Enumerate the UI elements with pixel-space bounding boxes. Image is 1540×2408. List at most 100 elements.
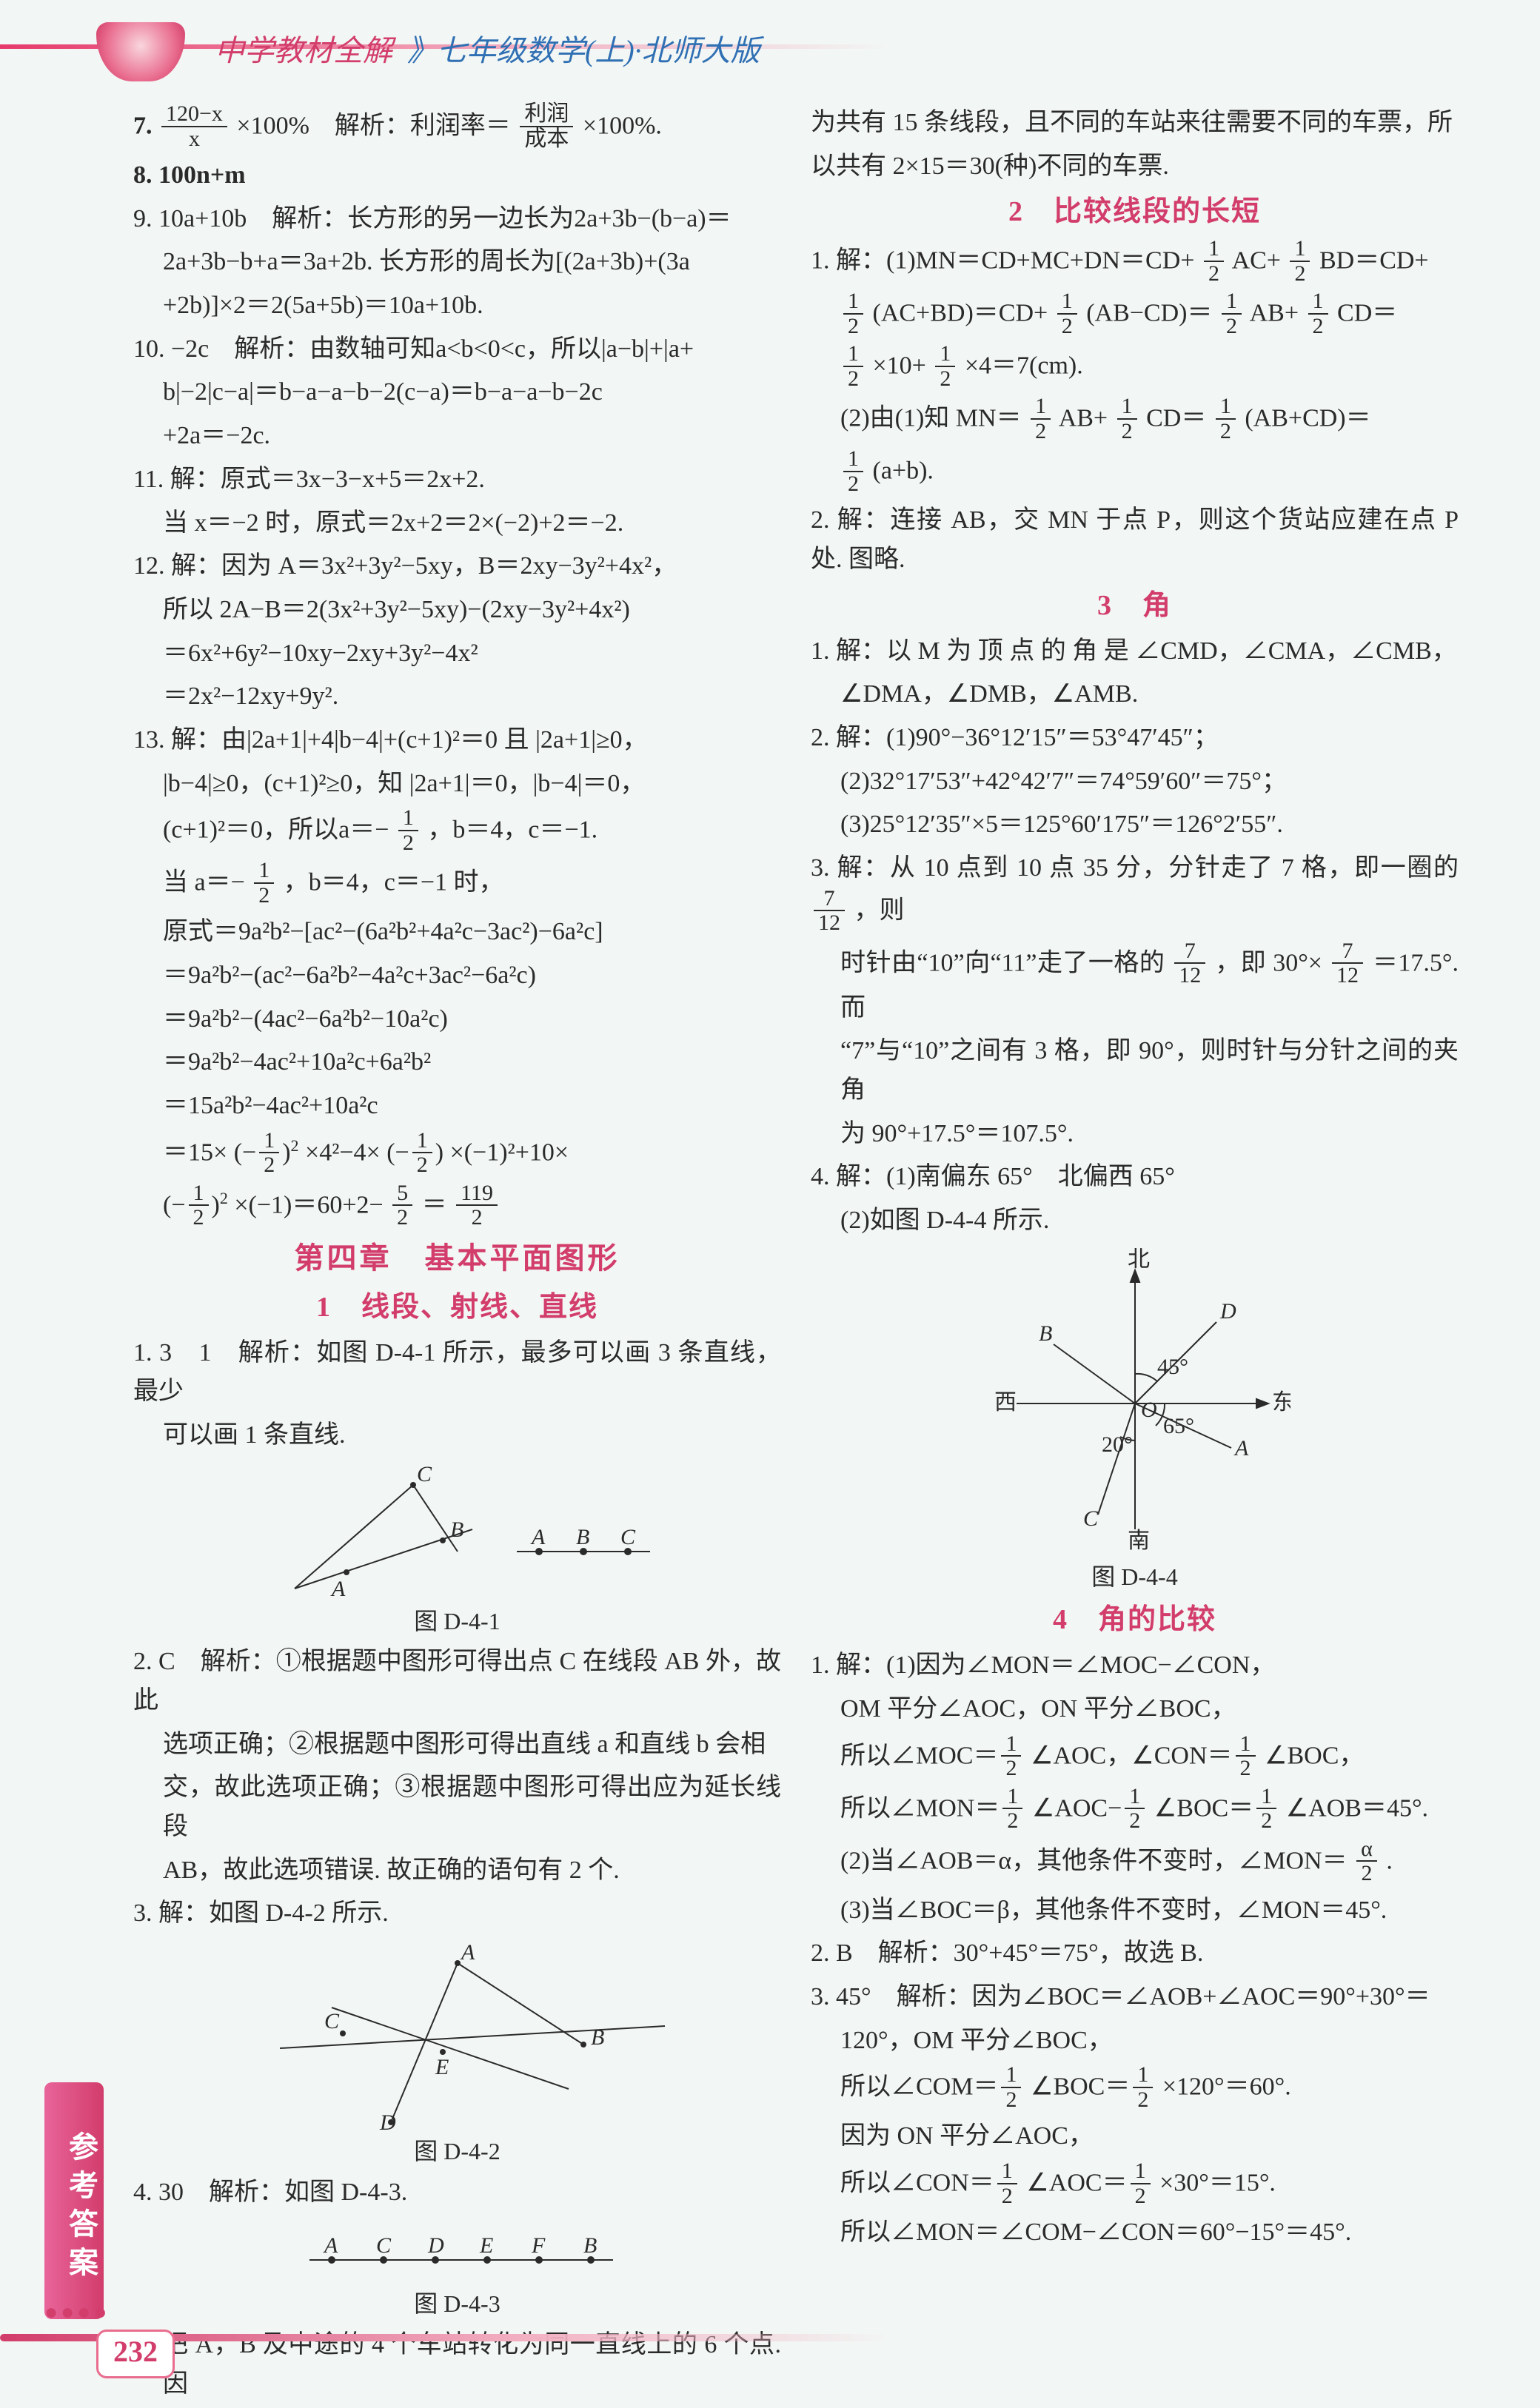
side-tab: 参考答案: [44, 2082, 104, 2319]
svg-text:C: C: [324, 2009, 340, 2033]
r4-3a: 3. 45° 解析：因为∠BOC＝∠AOB+∠AOC＝90°+30°＝: [811, 1978, 1459, 2017]
r3-3a: 3. 解：从 10 点到 10 点 35 分，分针走了 7 格，即一圈的 712…: [811, 849, 1459, 936]
svg-text:北: 北: [1128, 1248, 1150, 1272]
svg-text:B: B: [583, 2233, 597, 2258]
figure-d43-caption: 图 D-4-3: [133, 2286, 781, 2323]
q13a: 13. 解：由|2a+1|+4|b−4|+(c+1)²＝0 且 |2a+1|≥0…: [133, 721, 781, 760]
svg-text:A: A: [323, 2233, 338, 2258]
section-1-heading: 1 线段、射线、直线: [133, 1286, 781, 1329]
r4-2: 2. B 解析：30°+45°＝75°，故选 B.: [811, 1934, 1459, 1973]
svg-text:D: D: [1219, 1299, 1236, 1324]
q12c: ＝6x²+6y²−10xy−2xy+3y²−4x²: [133, 634, 781, 674]
r3-3b: 时针由“10”向“11”走了一格的 712 ，即 30°× 712 ＝17.5°…: [811, 941, 1459, 1028]
svg-text:C: C: [620, 1525, 636, 1549]
q7-frac2: 利润成本: [520, 102, 573, 150]
q13k: (−12)2 ×(−1)＝60+2− 52 ＝ 1192: [133, 1183, 781, 1231]
header-title: 中学教材全解 》七年级数学(上)·北师大版: [215, 28, 760, 74]
q12d: ＝2x²−12xy+9y².: [133, 677, 781, 717]
figure-d41-svg: ABC ABC: [250, 1463, 665, 1603]
figure-d42-svg: AB CD E: [221, 1941, 694, 2133]
q9a: 9. 10a+10b 解析：长方形的另一边长为2a+3b−(b−a)＝: [133, 200, 781, 239]
q9b: 2a+3b−b+a＝3a+2b. 长方形的周长为[(2a+3b)+(3a: [133, 243, 781, 282]
svg-text:A: A: [1233, 1436, 1249, 1460]
q10b: b|−2|c−a|＝b−a−a−b−2(c−a)＝b−a−a−b−2c: [133, 373, 781, 412]
svg-text:20°: 20°: [1102, 1432, 1133, 1457]
r3-4a: 4. 解：(1)南偏东 65° 北偏西 65°: [811, 1158, 1459, 1197]
svg-text:A: A: [530, 1525, 546, 1549]
r2-1c: 12 ×10+ 12 ×4＝7(cm).: [811, 343, 1459, 392]
svg-text:C: C: [1083, 1506, 1099, 1531]
svg-text:65°: 65°: [1163, 1414, 1194, 1438]
r4-1a: 1. 解：(1)因为∠MON＝∠MOC−∠CON，: [811, 1646, 1459, 1686]
q12a: 12. 解：因为 A＝3x²+3y²−5xy，B＝2xy−3y²+4x²，: [133, 547, 781, 586]
sec1-q4: 4. 30 解析：如图 D-4-3.: [133, 2173, 781, 2213]
r3-2c: (3)25°12′35″×5＝125°60′175″＝126°2′55″.: [811, 805, 1459, 845]
q13e: 原式＝9a²b²−[ac²−(6a²b²+4a²c−3ac²)−6a²c]: [133, 913, 781, 952]
sec1-q2b: 选项正确；②根据题中图形可得出直线 a 和直线 b 会相: [133, 1725, 781, 1765]
q9c: +2b)]×2＝2(5a+5b)＝10a+10b.: [133, 286, 781, 326]
figure-d44-caption: 图 D-4-4: [811, 1559, 1459, 1596]
q11a: 11. 解：原式＝3x−3−x+5＝2x+2.: [133, 460, 781, 500]
r2-2: 2. 解：连接 AB，交 MN 于点 P，则这个货站应建在点 P 处. 图略.: [811, 501, 1459, 579]
r2-1d: (2)由(1)知 MN＝ 12 AB+ 12 CD＝ 12 (AB+CD)＝: [811, 396, 1459, 444]
figure-d42-caption: 图 D-4-2: [133, 2133, 781, 2170]
q7-mid: ×100% 解析：利润率＝: [236, 112, 511, 139]
svg-text:东: 东: [1272, 1390, 1290, 1415]
r2-1e: 12 (a+b).: [811, 449, 1459, 497]
r4-1f: (3)当∠BOC＝β，其他条件不变时，∠MON＝45°.: [811, 1891, 1459, 1931]
svg-text:O: O: [1141, 1398, 1157, 1422]
q13g: ＝9a²b²−(4ac²−6a²b²−10a²c): [133, 1000, 781, 1039]
r3-2b: (2)32°17′53″+42°42′7″＝74°59′60″＝75°；: [811, 762, 1459, 802]
sec1-q1a: 1. 3 1 解析：如图 D-4-1 所示，最多可以画 3 条直线，最少: [133, 1334, 781, 1412]
r3-1a: 1. 解：以 M 为 顶 点 的 角 是 ∠CMD，∠CMA，∠CMB，: [811, 632, 1459, 671]
svg-text:南: 南: [1128, 1529, 1150, 1553]
chapter-heading: 第四章 基本平面图形: [133, 1235, 781, 1281]
figure-d41-caption: 图 D-4-1: [133, 1603, 781, 1640]
section-4-heading: 4 角的比较: [811, 1598, 1459, 1642]
q12b: 所以 2A−B＝2(3x²+3y²−5xy)−(2xy−3y²+4x²): [133, 591, 781, 630]
r4-1b: OM 平分∠AOC，ON 平分∠BOC，: [811, 1690, 1459, 1729]
q13f: ＝9a²b²−(ac²−6a²b²−4a²c+3ac²−6a²c): [133, 956, 781, 996]
svg-text:A: A: [330, 1577, 346, 1601]
q13i: ＝15a²b²−4ac²+10a²c: [133, 1087, 781, 1126]
section-2-heading: 2 比较线段的长短: [811, 190, 1459, 234]
svg-text:F: F: [531, 2233, 546, 2258]
figure-d44: 北东 南西 O A B C D 65° 45° 20° 图 D-4-4: [811, 1248, 1459, 1596]
svg-text:C: C: [417, 1463, 432, 1486]
svg-text:B: B: [450, 1517, 463, 1542]
q11b: 当 x＝−2 时，原式＝2x+2＝2×(−2)+2＝−2.: [133, 504, 781, 543]
q7-line: 7. 120−xx ×100% 解析：利润率＝ 利润成本 ×100%.: [133, 104, 781, 152]
svg-text:E: E: [435, 2055, 449, 2079]
footer-dots-icon: ●●●●: [44, 2295, 110, 2330]
r-top-a: 为共有 15 条线段，且不同的车站来往需要不同的车票，所: [811, 104, 1459, 143]
q13b: |b−4|≥0，(c+1)²≥0，知 |2a+1|＝0，|b−4|＝0，: [133, 765, 781, 804]
q13j: ＝15× (−12)2 ×4²−4× (−12) ×(−1)²+10×: [133, 1130, 781, 1178]
r3-2a: 2. 解：(1)90°−36°12′15″＝53°47′45″；: [811, 719, 1459, 758]
page-header: 中学教材全解 》七年级数学(上)·北师大版: [0, 0, 1540, 104]
header-badge-icon: [96, 22, 185, 81]
r4-3c: 所以∠COM＝12 ∠BOC＝12 ×120°＝60°.: [811, 2065, 1459, 2113]
svg-text:D: D: [379, 2110, 396, 2133]
q13h: ＝9a²b²−4ac²+10a²c+6a²b²: [133, 1043, 781, 1082]
r3-3d: 为 90°+17.5°＝107.5°.: [811, 1115, 1459, 1154]
svg-text:E: E: [479, 2233, 493, 2258]
figure-d41: ABC ABC 图 D-4-1: [133, 1463, 781, 1640]
svg-text:D: D: [427, 2233, 444, 2258]
sec1-q2a: 2. C 解析：①根据题中图形可得出点 C 在线段 AB 外，故此: [133, 1643, 781, 1720]
q8: 8. 100n+m: [133, 161, 246, 189]
r2-1a: 1. 解：(1)MN＝CD+MC+DN＝CD+ 12 AC+ 12 BD＝CD+: [811, 238, 1459, 286]
figure-d42: AB CD E 图 D-4-2: [133, 1941, 781, 2170]
q13c: (c+1)²＝0，所以a＝− 12 ，b＝4，c＝−1.: [133, 808, 781, 856]
q13d: 当 a＝− 12 ，b＝4，c＝−1 时，: [133, 860, 781, 908]
r3-4b: (2)如图 D-4-4 所示.: [811, 1201, 1459, 1241]
svg-text:C: C: [376, 2233, 392, 2258]
r4-3b: 120°，OM 平分∠BOC，: [811, 2022, 1459, 2061]
page-number: 232: [96, 2330, 175, 2378]
right-column: 为共有 15 条线段，且不同的车站来往需要不同的车票，所 以共有 2×15＝30…: [811, 104, 1459, 2408]
r-top-b: 以共有 2×15＝30(种)不同的车票.: [811, 147, 1459, 187]
r4-3f: 所以∠MON＝∠COM−∠CON＝60°−15°＝45°.: [811, 2213, 1459, 2253]
header-title-sub: 》七年级数学(上)·北师大版: [400, 34, 760, 67]
figure-d43-svg: ACD EFB: [265, 2219, 650, 2286]
q7-index: 7.: [133, 112, 158, 139]
r4-3d: 因为 ON 平分∠AOC，: [811, 2117, 1459, 2156]
